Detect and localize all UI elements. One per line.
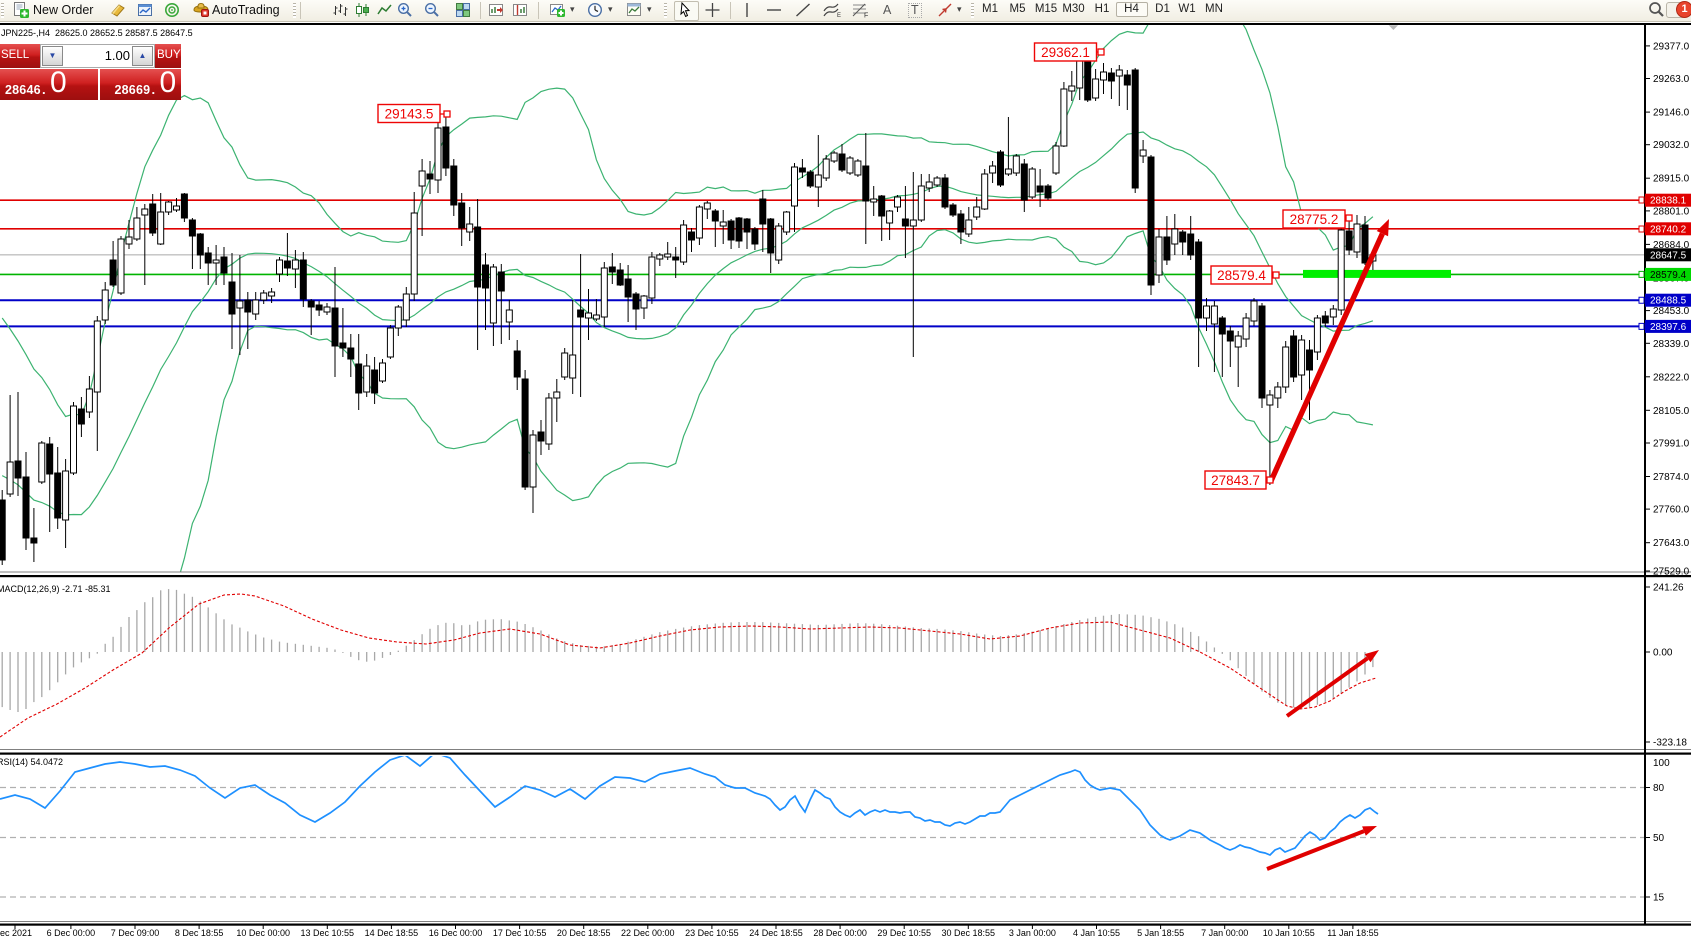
svg-text:11 Jan 18:55: 11 Jan 18:55	[1327, 928, 1378, 938]
svg-text:27760.0: 27760.0	[1653, 505, 1690, 516]
svg-text:28222.0: 28222.0	[1653, 372, 1690, 383]
svg-text:28105.0: 28105.0	[1653, 406, 1690, 417]
svg-text:27874.0: 27874.0	[1653, 472, 1690, 483]
svg-text:100: 100	[1653, 758, 1670, 769]
svg-text:RSI(14) 54.0472: RSI(14) 54.0472	[0, 757, 63, 767]
svg-text:17 Dec 10:55: 17 Dec 10:55	[493, 928, 547, 938]
svg-text:-323.18: -323.18	[1653, 738, 1687, 749]
svg-text:29 Dec 10:55: 29 Dec 10:55	[877, 928, 931, 938]
svg-text:6 Dec 00:00: 6 Dec 00:00	[47, 928, 96, 938]
svg-text:28801.0: 28801.0	[1653, 206, 1690, 217]
svg-text:28339.0: 28339.0	[1653, 339, 1690, 350]
svg-text:14 Dec 18:55: 14 Dec 18:55	[365, 928, 419, 938]
svg-text:7 Jan 00:00: 7 Jan 00:00	[1201, 928, 1248, 938]
svg-text:15: 15	[1653, 893, 1665, 904]
svg-text:28488.5: 28488.5	[1650, 296, 1687, 307]
svg-text:7 Dec 09:00: 7 Dec 09:00	[111, 928, 160, 938]
svg-text:27643.0: 27643.0	[1653, 538, 1690, 549]
svg-text:23 Dec 10:55: 23 Dec 10:55	[685, 928, 739, 938]
svg-text:29263.0: 29263.0	[1653, 74, 1690, 85]
svg-text:F: F	[864, 13, 868, 19]
svg-text:28684.0: 28684.0	[1653, 240, 1690, 251]
svg-text:27529.0: 27529.0	[1653, 567, 1690, 578]
svg-text:50: 50	[1653, 833, 1665, 844]
svg-text:22 Dec 00:00: 22 Dec 00:00	[621, 928, 675, 938]
svg-text:4 Jan 10:55: 4 Jan 10:55	[1073, 928, 1120, 938]
svg-text:27843.7: 27843.7	[1211, 473, 1260, 488]
svg-text:10 Jan 10:55: 10 Jan 10:55	[1263, 928, 1315, 938]
svg-text:28579.4: 28579.4	[1650, 270, 1687, 281]
svg-text:28740.2: 28740.2	[1650, 224, 1687, 235]
svg-text:241.26: 241.26	[1653, 583, 1684, 594]
svg-text:3 Jan 00:00: 3 Jan 00:00	[1009, 928, 1056, 938]
svg-text:ec 2021: ec 2021	[0, 928, 32, 938]
svg-text:80: 80	[1653, 783, 1665, 794]
svg-text:28838.1: 28838.1	[1650, 196, 1687, 207]
svg-text:MACD(12,26,9) -2.71 -85.31: MACD(12,26,9) -2.71 -85.31	[0, 584, 111, 594]
svg-text:29032.0: 29032.0	[1653, 140, 1690, 151]
svg-text:27991.0: 27991.0	[1653, 439, 1690, 450]
svg-text:E: E	[837, 13, 841, 18]
svg-text:29143.5: 29143.5	[385, 107, 434, 122]
svg-text:28453.0: 28453.0	[1653, 306, 1690, 317]
svg-text:28579.4: 28579.4	[1217, 268, 1266, 283]
svg-text:28647.5: 28647.5	[1650, 250, 1687, 261]
svg-text:30 Dec 18:55: 30 Dec 18:55	[942, 928, 996, 938]
svg-text:13 Dec 10:55: 13 Dec 10:55	[301, 928, 355, 938]
svg-text:16 Dec 00:00: 16 Dec 00:00	[429, 928, 483, 938]
svg-text:5 Jan 18:55: 5 Jan 18:55	[1137, 928, 1184, 938]
svg-text:28397.6: 28397.6	[1650, 322, 1687, 333]
svg-text:24 Dec 18:55: 24 Dec 18:55	[749, 928, 803, 938]
svg-text:28915.0: 28915.0	[1653, 174, 1690, 185]
svg-text:28775.2: 28775.2	[1290, 212, 1339, 227]
svg-text:20 Dec 18:55: 20 Dec 18:55	[557, 928, 611, 938]
svg-text:10 Dec 00:00: 10 Dec 00:00	[236, 928, 290, 938]
svg-text:28 Dec 00:00: 28 Dec 00:00	[813, 928, 867, 938]
svg-text:29377.0: 29377.0	[1653, 41, 1690, 52]
svg-text:29362.1: 29362.1	[1041, 45, 1090, 60]
svg-text:29146.0: 29146.0	[1653, 108, 1690, 119]
svg-text:0.00: 0.00	[1653, 648, 1673, 659]
svg-text:8 Dec 18:55: 8 Dec 18:55	[175, 928, 224, 938]
